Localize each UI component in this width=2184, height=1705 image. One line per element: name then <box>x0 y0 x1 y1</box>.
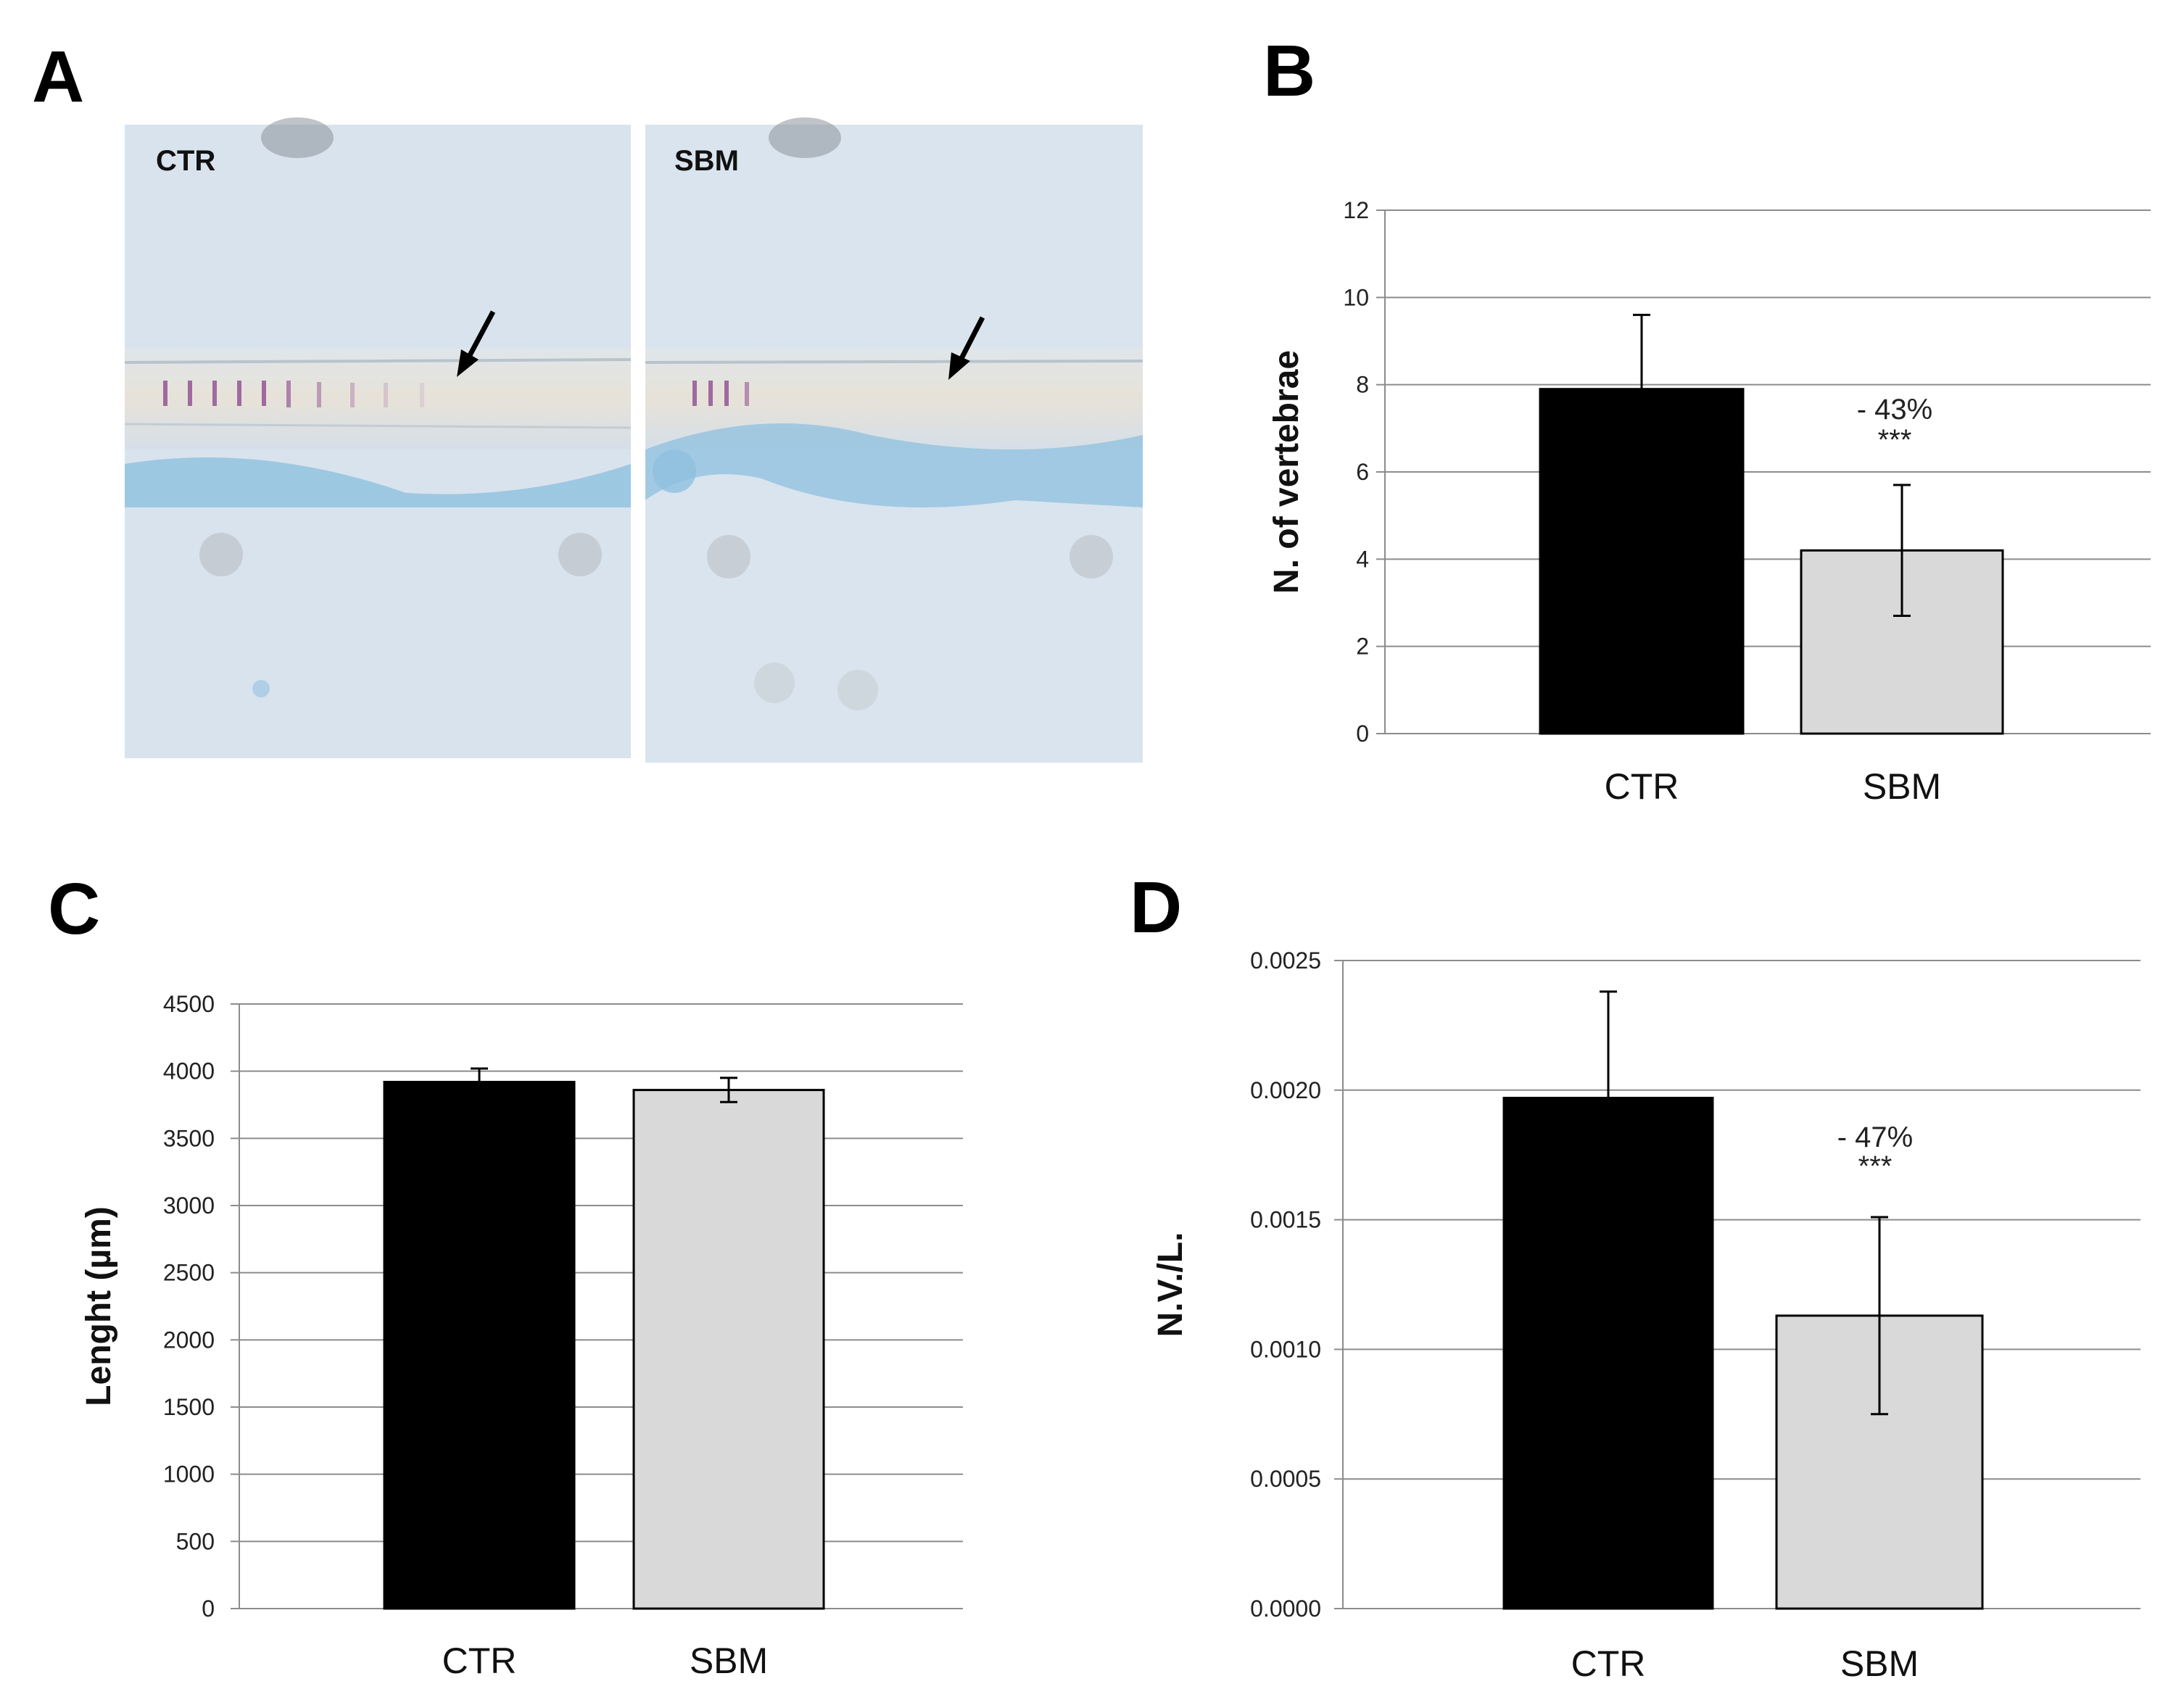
y-tick-label: 2000 <box>163 1327 215 1353</box>
panel-letter-a: A <box>32 36 84 117</box>
chart-c: 0 500 1000 1500 2000 2500 3000 3500 4000 4500 CTR S… <box>80 991 963 1681</box>
chart-d: 0.0000 0.0005 0.0010 0.0015 0.0020 0.0025 CTR S… <box>1151 947 2140 1684</box>
category-label-ctr: CTR <box>1605 766 1679 807</box>
error-bar-sbm <box>720 1076 737 1103</box>
panel-letter-c: C <box>48 868 100 950</box>
percent-change-label: - 47% <box>1837 1121 1914 1153</box>
panel-letter-b: B <box>1263 30 1315 112</box>
y-tick-label: 0.0025 <box>1250 947 1321 974</box>
micrograph-sbm: SBM <box>645 117 1143 763</box>
category-label-sbm: SBM <box>690 1640 768 1681</box>
significance-stars: *** <box>1858 1150 1893 1182</box>
y-tick-label: 0 <box>1356 721 1369 747</box>
percent-change-label: - 43% <box>1857 394 1933 426</box>
y-tick-label: 6 <box>1356 459 1369 485</box>
y-tick-label: 0 <box>202 1596 215 1622</box>
error-bar-sbm <box>1893 484 1911 618</box>
y-tick-label: 0.0000 <box>1250 1596 1321 1622</box>
error-bar-ctr <box>1600 990 1617 1206</box>
error-bar-sbm <box>1871 1216 1888 1416</box>
y-tick-label: 0.0020 <box>1250 1077 1321 1103</box>
chart-b: 0 2 4 6 8 10 12 CTR SBM N. of vertebrae - 43%*** <box>1267 197 2151 807</box>
error-bar-ctr <box>471 1067 488 1097</box>
error-bar-ctr <box>1633 313 1650 465</box>
y-tick-label: 12 <box>1343 197 1369 223</box>
y-axis-title: N. of vertebrae <box>1267 350 1306 594</box>
y-tick-label: 0.0015 <box>1250 1207 1321 1233</box>
y-tick-label: 3500 <box>163 1125 215 1151</box>
y-tick-label: 4000 <box>163 1058 215 1084</box>
y-axis-title: Lenght (µm) <box>80 1206 118 1406</box>
y-tick-label: 0.0010 <box>1250 1336 1321 1362</box>
bar-sbm <box>632 1089 825 1610</box>
y-tick-label: 10 <box>1343 284 1369 310</box>
y-tick-label: 1500 <box>163 1394 215 1420</box>
micrograph-ctr-label: CTR <box>156 145 215 177</box>
bar-ctr <box>383 1080 576 1610</box>
micrograph-ctr: CTR <box>124 117 632 758</box>
y-tick-label: 2 <box>1356 634 1369 660</box>
panel-letter-d: D <box>1130 867 1182 948</box>
micrograph-sbm-label: SBM <box>674 145 739 177</box>
y-tick-label: 4 <box>1356 546 1369 572</box>
y-tick-label: 4500 <box>163 991 215 1017</box>
y-tick-label: 0.0005 <box>1250 1466 1321 1492</box>
category-label-ctr: CTR <box>1571 1643 1646 1684</box>
y-tick-label: 3000 <box>163 1192 215 1219</box>
y-axis-title: N.V./L. <box>1151 1232 1190 1337</box>
category-label-sbm: SBM <box>1863 766 1941 807</box>
y-tick-label: 2500 <box>163 1260 215 1286</box>
y-tick-label: 500 <box>176 1528 215 1554</box>
y-tick-label: 1000 <box>163 1461 215 1488</box>
y-tick-label: 8 <box>1356 372 1369 398</box>
significance-stars: *** <box>1878 424 1912 456</box>
category-label-ctr: CTR <box>442 1640 517 1681</box>
category-label-sbm: SBM <box>1840 1643 1919 1684</box>
